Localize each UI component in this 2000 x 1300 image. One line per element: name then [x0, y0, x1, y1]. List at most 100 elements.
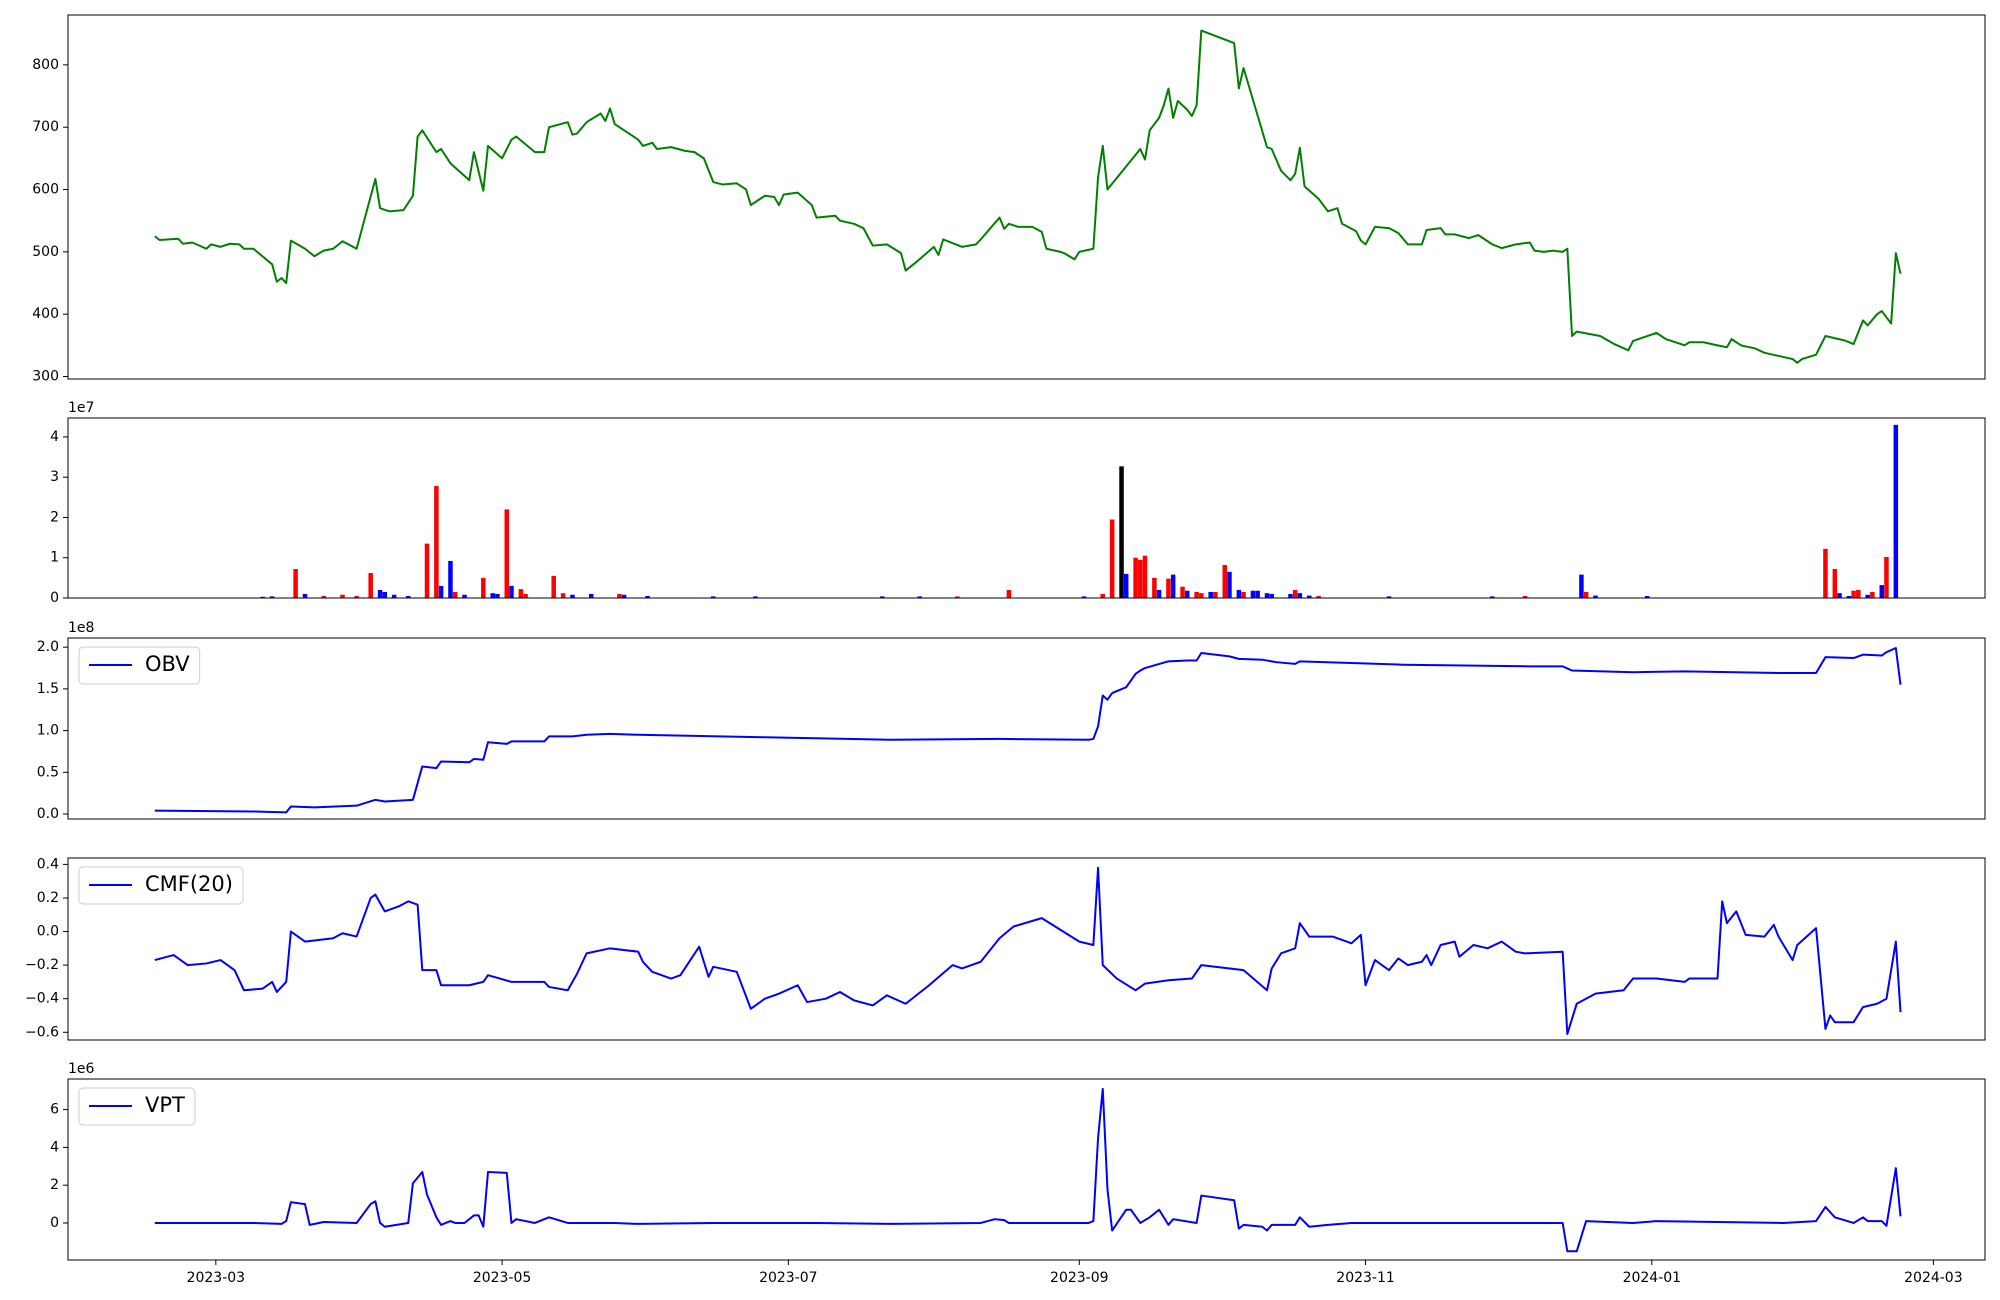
bar: [645, 595, 650, 598]
y-tick-label: −0.6: [25, 1024, 59, 1040]
bar: [1213, 591, 1218, 598]
bar: [1156, 589, 1162, 598]
bar: [1583, 591, 1589, 598]
line: [154, 866, 1902, 1035]
bar: [340, 594, 345, 598]
bar: [1823, 548, 1828, 598]
bar: [518, 589, 524, 598]
bar: [1264, 593, 1270, 598]
y-tick-label: 2: [50, 1177, 59, 1193]
bar: [1593, 595, 1598, 598]
bar: [1184, 590, 1190, 598]
y-tick-label: 0: [50, 1215, 59, 1231]
y-tick-label: 1.0: [37, 723, 59, 739]
bar: [1222, 564, 1228, 598]
bar: [1865, 594, 1870, 598]
bar: [448, 560, 453, 598]
bar: [1288, 593, 1293, 598]
y-tick-label: 500: [32, 244, 59, 260]
bar: [377, 589, 383, 598]
bar: [504, 509, 510, 598]
y-tick-label: 800: [32, 57, 59, 73]
bar: [462, 594, 467, 598]
y-tick-label: 6: [50, 1102, 59, 1118]
line: [154, 647, 1902, 814]
bar: [711, 596, 716, 598]
bar: [1006, 589, 1012, 598]
y-tick-label: −0.4: [25, 991, 59, 1007]
bar: [1644, 595, 1650, 598]
bar: [269, 596, 275, 598]
x-tick-label: 2024-03: [1904, 1270, 1963, 1286]
bar: [452, 591, 458, 598]
y-tick-label: 0.0: [37, 924, 59, 940]
bar: [753, 596, 758, 598]
bar: [434, 486, 439, 598]
y-tick-label: 700: [32, 119, 59, 135]
bar: [1250, 590, 1256, 598]
bar: [588, 593, 594, 598]
bar: [523, 593, 528, 598]
bar: [1490, 596, 1495, 598]
y-tick-label: 0.5: [37, 764, 59, 780]
bar: [621, 594, 627, 598]
bar: [570, 594, 575, 598]
bar: [1109, 519, 1115, 598]
bar: [368, 573, 373, 598]
bar: [302, 593, 308, 598]
bar: [955, 596, 960, 598]
bar: [1846, 595, 1852, 598]
y-tick-label: 2.0: [37, 639, 59, 655]
bar: [1081, 596, 1087, 598]
bar: [1579, 574, 1584, 598]
bar: [1166, 578, 1171, 598]
bar: [1832, 569, 1838, 598]
bar: [1227, 571, 1232, 598]
bar: [1194, 591, 1199, 598]
y-offset-label: 1e8: [68, 620, 94, 636]
legend-box: [78, 866, 244, 905]
bar: [1269, 593, 1274, 598]
x-tick-label: 2023-11: [1336, 1270, 1395, 1286]
bar: [1879, 585, 1885, 598]
bar: [1170, 574, 1176, 598]
legend-box: [78, 646, 201, 685]
bar: [1138, 559, 1143, 598]
y-tick-label: 1.5: [37, 681, 59, 697]
axes-frame: [67, 417, 1986, 599]
x-tick-label: 2023-07: [759, 1270, 818, 1286]
bar: [1306, 595, 1312, 598]
bar: [1297, 593, 1303, 598]
bar: [1893, 424, 1899, 598]
bar: [354, 595, 359, 598]
y-tick-label: 1: [50, 550, 59, 566]
y-tick-label: 4: [50, 1139, 59, 1155]
y-tick-label: 2: [50, 509, 59, 525]
bar: [1522, 595, 1528, 598]
bar: [1870, 591, 1875, 598]
x-tick-label: 2023-05: [473, 1270, 532, 1286]
bar: [1236, 589, 1242, 598]
bar: [1856, 589, 1861, 598]
bar: [917, 596, 922, 598]
bar: [438, 585, 444, 598]
bar: [1199, 593, 1204, 598]
bar: [1292, 589, 1298, 598]
legend-label: VPT: [145, 1093, 185, 1117]
x-tick-label: 2023-09: [1050, 1270, 1109, 1286]
bar: [551, 575, 556, 598]
bar: [1119, 466, 1124, 598]
bar: [879, 596, 885, 598]
bar: [1241, 591, 1246, 598]
bar: [481, 577, 486, 598]
bar: [490, 593, 495, 598]
y-tick-label: −0.2: [25, 957, 59, 973]
bar: [1180, 586, 1185, 598]
bar: [424, 543, 430, 598]
bar: [1316, 595, 1321, 598]
axes-frame: [67, 857, 1986, 1041]
bar: [321, 595, 327, 598]
bar: [1386, 596, 1392, 598]
